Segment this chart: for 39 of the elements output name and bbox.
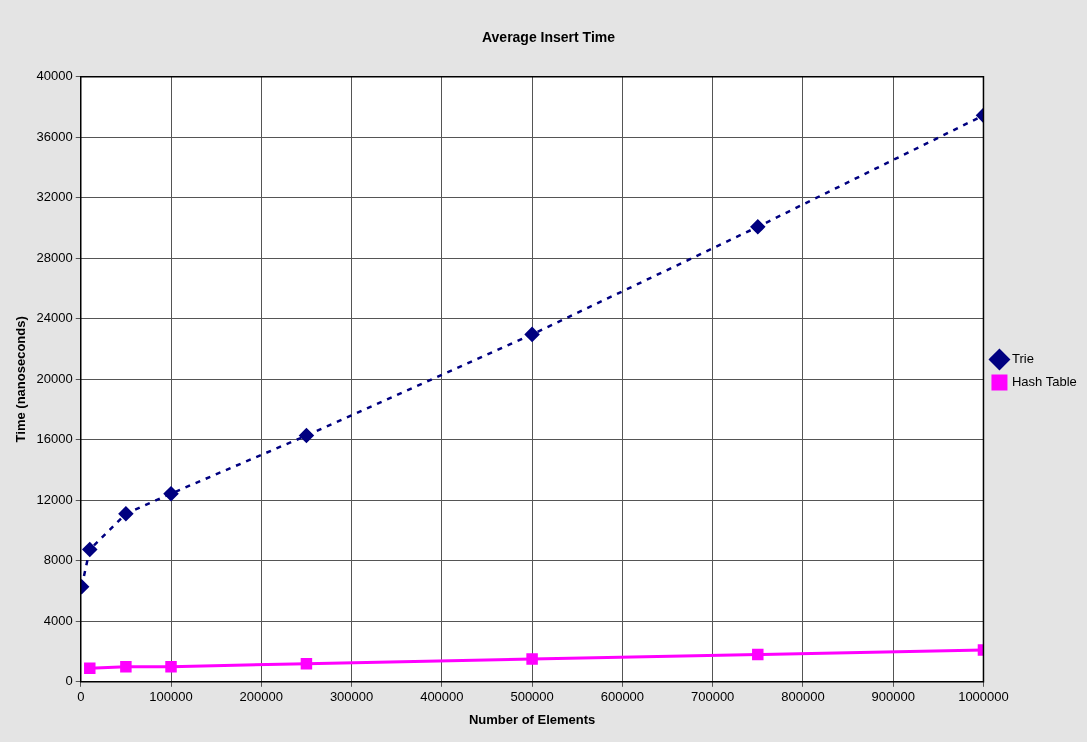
y-tick-label: 8000 [43, 552, 73, 568]
point [750, 219, 766, 235]
y-tick-label: 4000 [43, 612, 73, 628]
chart-title: Average Insert Time [481, 29, 616, 46]
x-tick-label: 700000 [690, 689, 735, 705]
point [84, 662, 96, 674]
point [165, 660, 177, 673]
x-tick-label: 1000000 [958, 689, 1009, 705]
x-tick-label: 0 [77, 689, 85, 705]
y-tick-label: 16000 [36, 431, 73, 447]
y-tick-label: 20000 [36, 370, 73, 386]
x-tick-label: 400000 [420, 689, 464, 705]
point [120, 660, 132, 673]
y-tick-label: 32000 [36, 189, 73, 205]
y-tick-label: 12000 [36, 491, 73, 507]
legend-label: Hash Table [1011, 374, 1077, 390]
y-tick-label: 28000 [36, 249, 73, 265]
legend-label: Trie [1011, 351, 1034, 367]
x-tick-label: 500000 [510, 689, 554, 705]
point [300, 657, 313, 670]
point [163, 486, 179, 501]
y-tick-label: 24000 [36, 310, 73, 326]
x-tick-label: 200000 [239, 689, 283, 705]
x-tick-label: 900000 [871, 689, 915, 705]
y-tick-label: 40000 [36, 68, 73, 84]
x-axis-title: Number of Elements [468, 711, 596, 727]
y-axis-title: Time (nanoseconds) [13, 316, 29, 443]
point [524, 327, 540, 342]
point [82, 542, 98, 557]
y-tick-label: 36000 [36, 128, 73, 144]
x-tick-label: 600000 [600, 689, 645, 705]
x-tick-label: 100000 [149, 689, 193, 705]
y-tick-label: 0 [65, 673, 73, 689]
point [526, 653, 538, 665]
point [118, 506, 134, 522]
x-tick-label: 800000 [781, 689, 825, 705]
point [299, 428, 314, 443]
point [752, 648, 764, 661]
x-tick-label: 300000 [329, 689, 374, 705]
